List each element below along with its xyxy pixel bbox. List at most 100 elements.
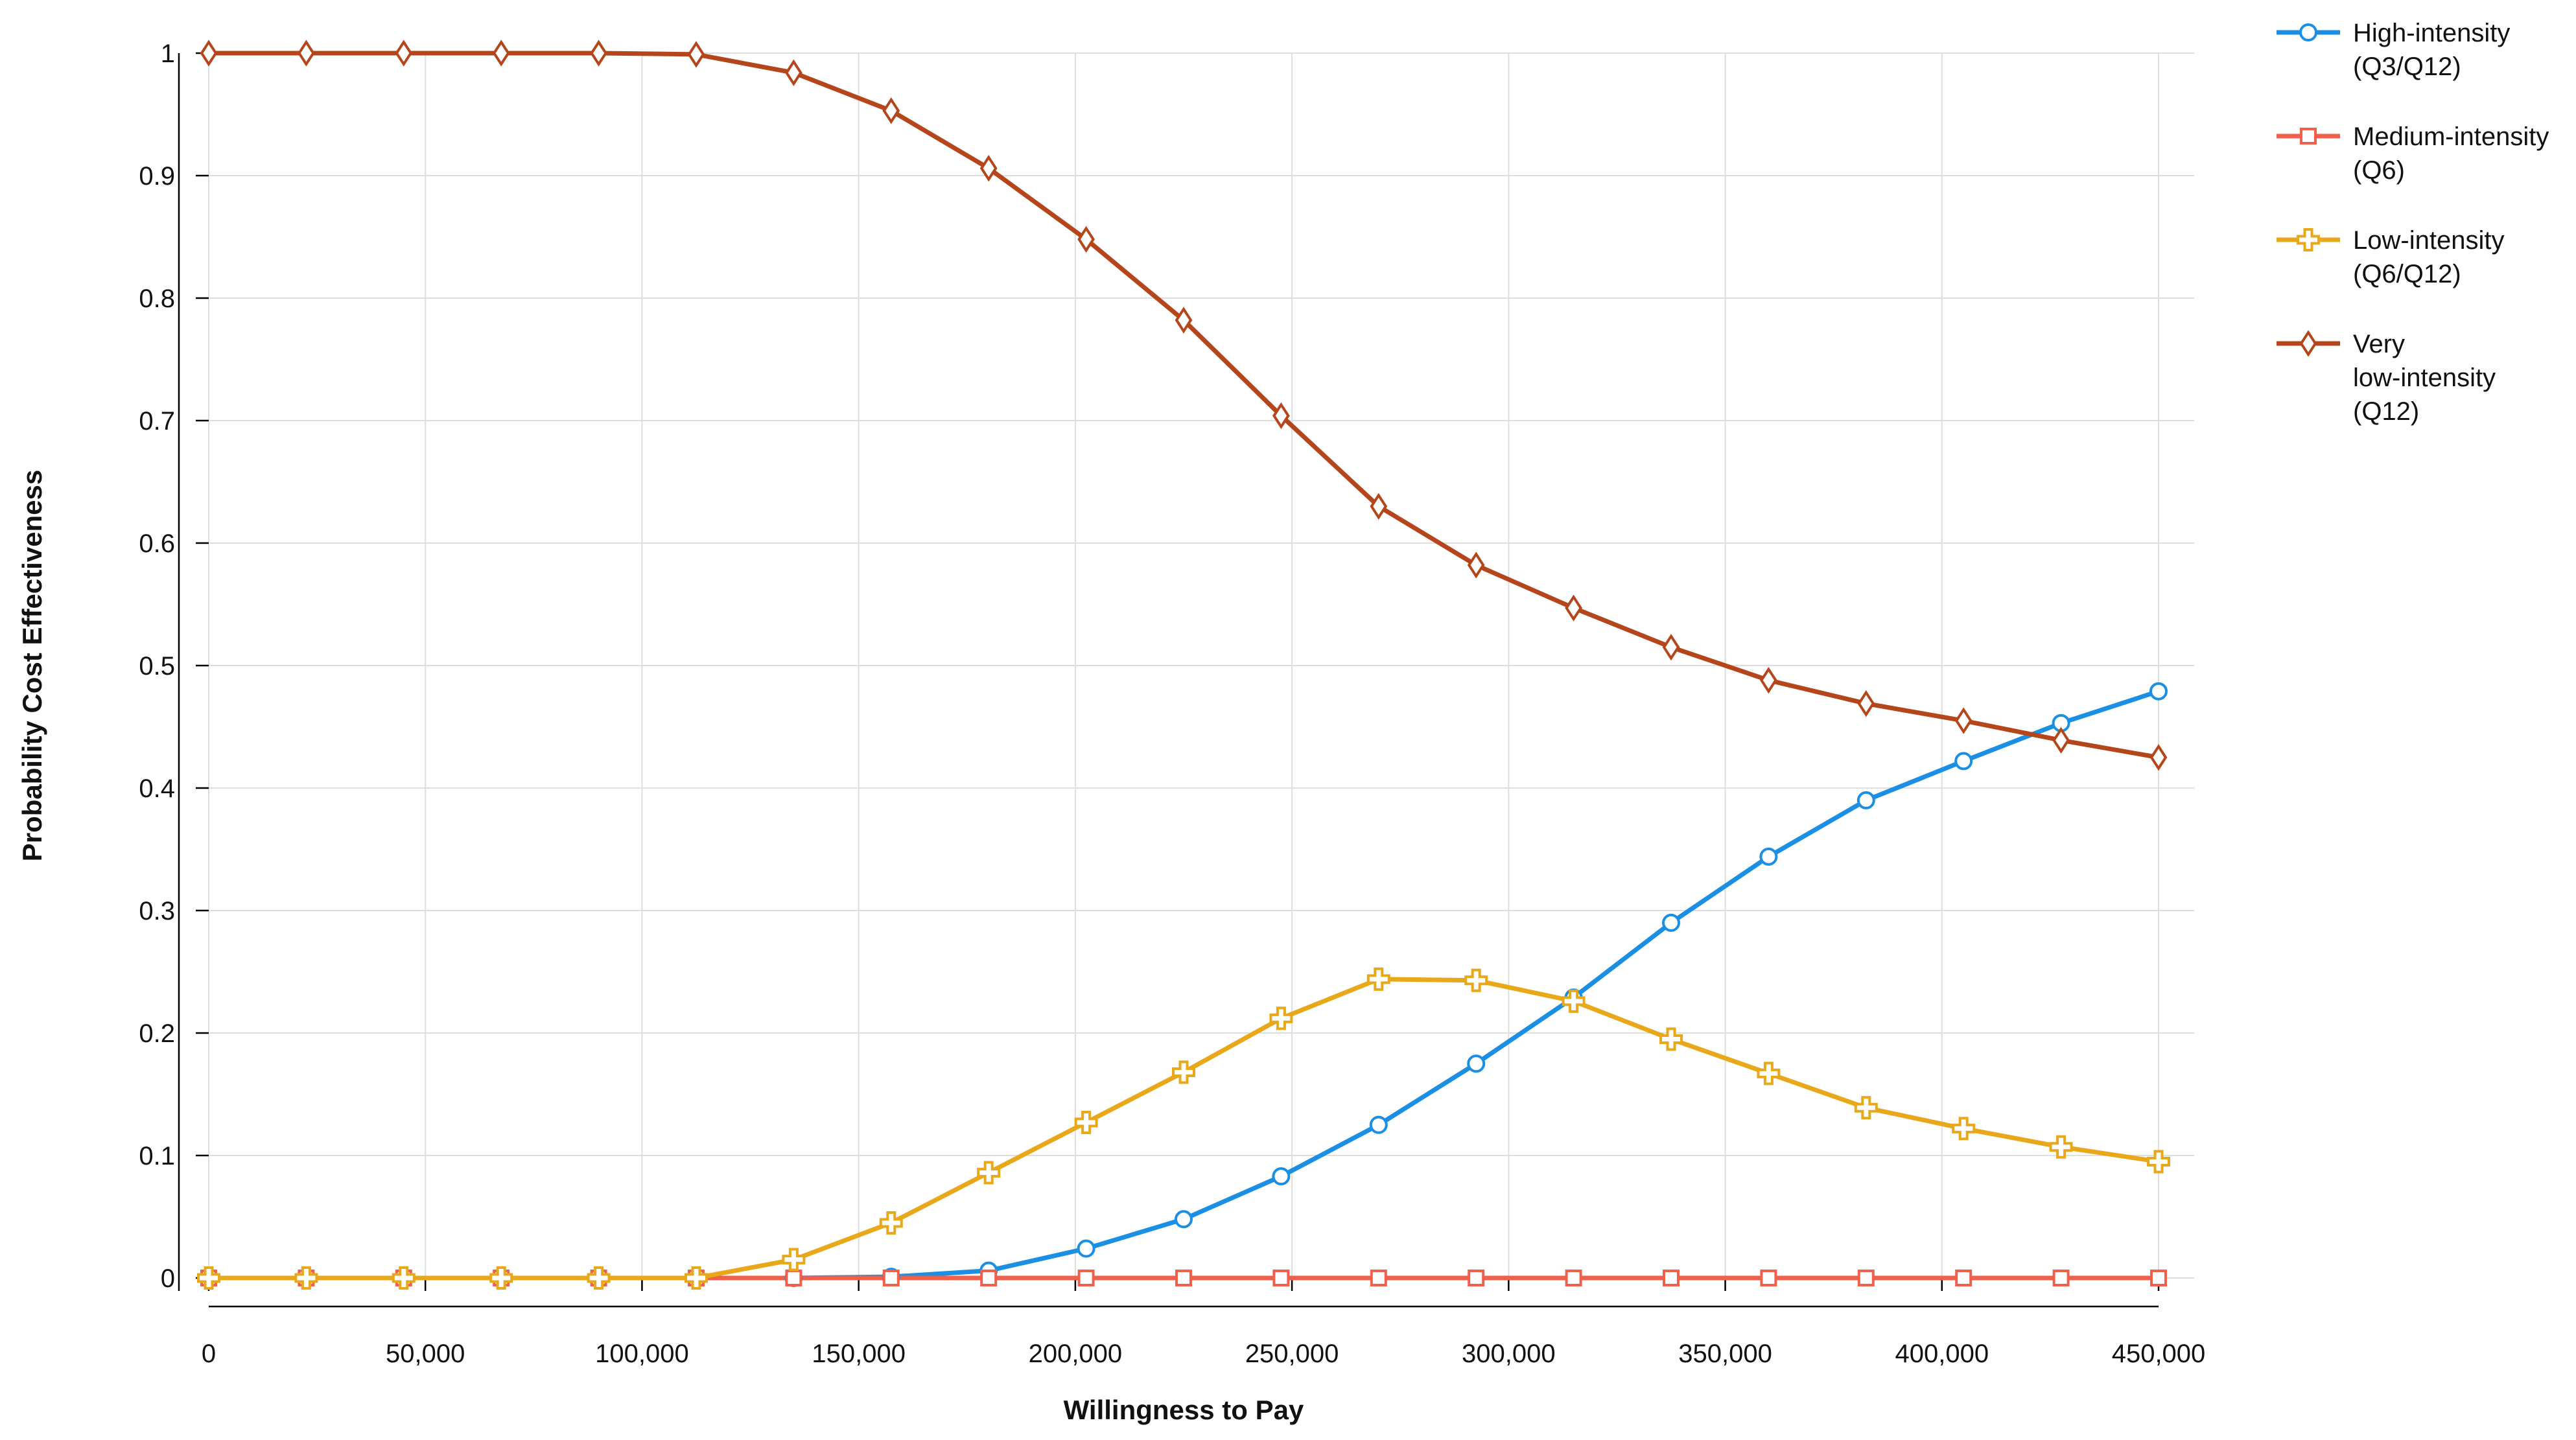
data-point: [1467, 552, 1485, 579]
data-point: [1954, 707, 1973, 734]
data-point: [1074, 1110, 1098, 1134]
data-point: [1077, 1270, 1095, 1286]
data-point: [1663, 1270, 1680, 1286]
x-tick-label: 450,000: [2112, 1340, 2206, 1368]
y-tick-label: 0.9: [139, 162, 175, 191]
series-markers-2: [197, 967, 2170, 1290]
legend-swatch-marker: [2299, 23, 2317, 41]
legend-label: Very: [2353, 330, 2405, 358]
data-point: [685, 1266, 708, 1290]
x-tick-label: 300,000: [1462, 1340, 1556, 1368]
data-point: [979, 154, 998, 182]
data-point: [1662, 913, 1680, 932]
data-point: [1175, 1270, 1192, 1286]
grid-lines: [208, 52, 2194, 1279]
data-point: [1272, 1167, 1291, 1186]
legend-label: low-intensity: [2353, 364, 2496, 392]
legend-swatch-marker: [2299, 330, 2317, 357]
y-tick-label: 0.7: [139, 407, 175, 435]
data-point: [1175, 1210, 1193, 1229]
x-tick-label: 50,000: [386, 1340, 465, 1368]
data-point: [1272, 402, 1290, 430]
series-line-3: [209, 51, 2159, 760]
y-tick-label: 0.6: [139, 529, 175, 558]
data-point: [1954, 752, 1973, 771]
data-point: [200, 40, 218, 67]
data-point: [197, 1266, 220, 1290]
data-point: [1467, 1054, 1486, 1073]
y-axis-title: Probability Cost Effectiveness: [17, 470, 47, 862]
data-point: [1659, 1027, 1683, 1051]
data-point: [1854, 1096, 1878, 1120]
data-point: [1856, 791, 1875, 809]
series-line-0: [209, 689, 2160, 1281]
data-point: [1760, 1270, 1777, 1286]
data-point: [1565, 594, 1582, 621]
data-point: [2149, 744, 2168, 771]
y-tick-label: 0.5: [139, 652, 175, 680]
x-tick-label: 150,000: [812, 1340, 906, 1368]
legend-label: (Q6/Q12): [2353, 260, 2461, 288]
legend-swatch-marker: [2300, 128, 2317, 145]
legend-label: (Q12): [2353, 397, 2419, 426]
data-point: [1464, 968, 1488, 992]
data-point: [1269, 1006, 1293, 1030]
data-point: [785, 1270, 802, 1286]
data-point: [1952, 1117, 1976, 1141]
data-point: [590, 40, 607, 67]
data-point: [395, 40, 413, 67]
y-tick-label: 1: [161, 40, 175, 68]
data-point: [882, 1270, 900, 1286]
data-point: [1760, 666, 1777, 694]
data-point: [298, 40, 315, 67]
data-point: [587, 1266, 611, 1290]
data-point: [980, 1270, 998, 1286]
data-point: [687, 41, 705, 68]
legend-entry-1: Medium-intensity (Q6): [2277, 122, 2549, 185]
legend-label: High-intensity: [2353, 19, 2510, 47]
legend-entry-3: Very low-intensity (Q12): [2277, 330, 2496, 426]
data-point: [1175, 307, 1193, 334]
data-point: [2149, 682, 2168, 701]
legend-label: Medium-intensity: [2353, 122, 2549, 151]
data-point: [2052, 1270, 2070, 1286]
series-markers-3: [200, 40, 2168, 771]
data-point: [1857, 690, 1875, 717]
data-point: [785, 59, 802, 86]
x-tick-label: 350,000: [1678, 1340, 1772, 1368]
data-point: [1077, 1239, 1095, 1258]
legend-label: (Q6): [2353, 156, 2405, 185]
data-point: [1468, 1270, 1485, 1286]
x-axis-ticks: 0 50,000 100,000 150,000 200,000 250,000 300,0…: [202, 1278, 2205, 1368]
data-point: [782, 1248, 806, 1272]
data-point: [489, 1266, 513, 1290]
data-point: [1272, 1270, 1290, 1286]
series-line-2: [209, 977, 2159, 1281]
data-point: [492, 40, 510, 67]
data-point: [2150, 1270, 2167, 1286]
legend-label: Low-intensity: [2353, 226, 2504, 255]
data-point: [2052, 726, 2070, 754]
data-point: [2147, 1150, 2170, 1174]
y-tick-label: 0.8: [139, 285, 175, 313]
legend-entry-2: Low-intensity (Q6/Q12): [2277, 226, 2504, 288]
data-point: [1757, 1062, 1781, 1086]
data-point: [977, 1161, 1001, 1185]
data-point: [1366, 967, 1390, 991]
legend-label: (Q3/Q12): [2353, 52, 2461, 81]
x-tick-label: 400,000: [1895, 1340, 1989, 1368]
data-point: [882, 97, 900, 124]
data-point: [879, 1211, 903, 1235]
x-tick-label: 100,000: [595, 1340, 689, 1368]
y-tick-label: 0.1: [139, 1142, 175, 1170]
data-point: [1955, 1270, 1973, 1286]
x-tick-label: 200,000: [1029, 1340, 1123, 1368]
data-point: [1172, 1060, 1195, 1084]
legend-swatch-marker: [2297, 228, 2320, 251]
data-point: [1662, 633, 1680, 661]
y-tick-label: 0.3: [139, 897, 175, 925]
axes: [178, 53, 2159, 1308]
x-axis-title: Willingness to Pay: [1064, 1395, 1304, 1425]
x-tick-label: 0: [202, 1340, 216, 1368]
data-point: [392, 1266, 416, 1290]
